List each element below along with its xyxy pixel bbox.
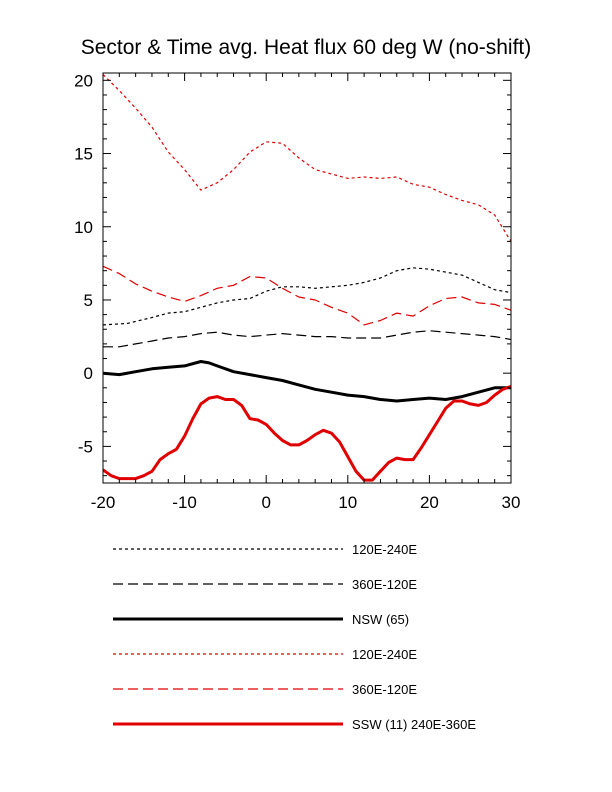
- x-tick-label: 30: [502, 493, 521, 512]
- series-line-4: [103, 74, 511, 242]
- legend-label-3: NSW (65): [352, 612, 409, 627]
- y-tick-label: 0: [84, 364, 93, 383]
- y-tick-label: 10: [74, 218, 93, 237]
- chart-title: Sector & Time avg. Heat flux 60 deg W (n…: [81, 36, 532, 59]
- legend-label-4: 120E-240E: [352, 647, 417, 662]
- series-line-5: [103, 265, 511, 326]
- x-tick-label: -20: [91, 493, 116, 512]
- x-tick-label: 10: [338, 493, 357, 512]
- series-line-1: [103, 267, 511, 326]
- series-lines: [103, 74, 511, 482]
- legend-label-1: 120E-240E: [352, 542, 417, 557]
- x-tick-label: 0: [261, 493, 270, 512]
- x-tick-label: -10: [172, 493, 197, 512]
- x-tick-label: 20: [420, 493, 439, 512]
- legend-label-5: 360E-120E: [352, 682, 417, 697]
- legend-label-2: 360E-120E: [352, 577, 417, 592]
- plot-frame: [102, 72, 512, 484]
- y-tick-label: -5: [78, 437, 93, 456]
- series-line-3: [103, 360, 511, 403]
- legend: 120E-240E 360E-120E NSW (65) 120E-240E 360E-…: [113, 542, 476, 732]
- y-tick-label: 5: [84, 291, 93, 310]
- axis-ticks: -20 -10 0 10 20 30 -5 0 5 10 15 20: [74, 71, 520, 512]
- legend-label-6: SSW (11) 240E-360E: [352, 717, 476, 732]
- series-line-6: [103, 384, 511, 482]
- y-tick-label: 15: [74, 145, 93, 164]
- series-line-2: [103, 330, 511, 348]
- y-tick-label: 20: [74, 71, 93, 90]
